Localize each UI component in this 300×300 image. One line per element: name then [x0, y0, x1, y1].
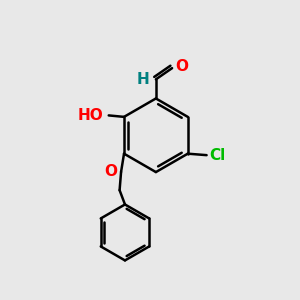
Text: HO: HO	[78, 108, 104, 123]
Text: Cl: Cl	[209, 148, 225, 163]
Text: O: O	[104, 164, 117, 179]
Text: O: O	[176, 59, 189, 74]
Text: H: H	[137, 72, 149, 87]
